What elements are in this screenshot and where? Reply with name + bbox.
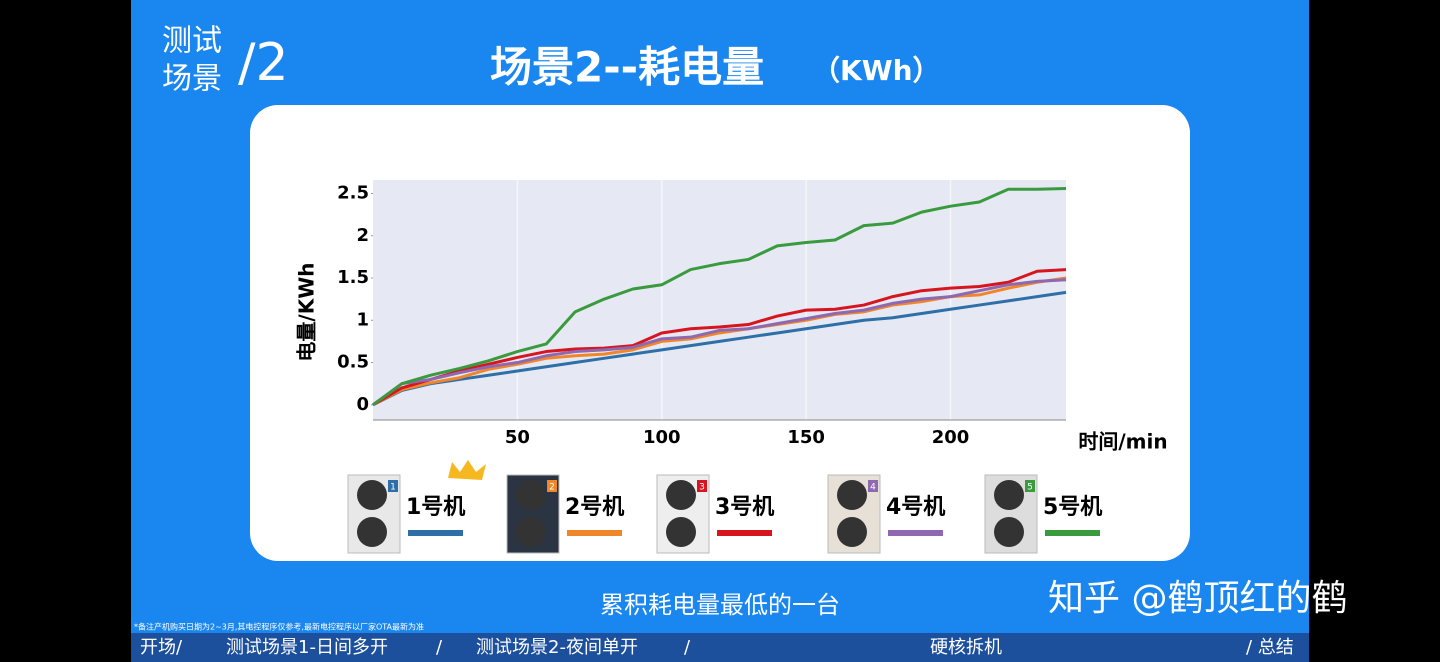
nav-item: / [684, 637, 691, 658]
footnote: *备注产机购买日期为2~3月,其电控程序仅参考,最新电控程序以厂家OTA最新为准 [134, 622, 424, 632]
legend-label: 4号机 [886, 495, 945, 520]
nav-item: 硬核拆机 [930, 637, 1002, 658]
legend-label: 2号机 [565, 495, 624, 520]
nav-bar [131, 633, 1309, 662]
y-tick-label: 1 [356, 309, 369, 330]
legend-label: 3号机 [715, 495, 774, 520]
x-tick-label: 150 [787, 427, 825, 448]
chart-unit: （KWh） [812, 54, 941, 87]
series-line [372, 268, 1067, 407]
caption: 累积耗电量最低的一台 [600, 591, 840, 619]
unit-badge-box [388, 480, 398, 492]
unit-fan [994, 517, 1024, 547]
unit-badge: 3 [699, 483, 705, 493]
unit-fan [516, 517, 546, 547]
section-label: 场景 [162, 62, 222, 97]
crown-icon [448, 460, 486, 480]
section-number: /2 [238, 33, 289, 93]
nav-item: 开场/ [140, 637, 183, 658]
unit-fan [516, 480, 546, 510]
x-tick-label: 200 [932, 427, 970, 448]
unit-badge: 4 [870, 483, 876, 493]
unit-fan [837, 517, 867, 547]
nav-item: 测试场景1-日间多开 [226, 637, 388, 658]
y-axis-label: 电量/KWh [295, 262, 319, 361]
unit-fan [666, 517, 696, 547]
unit-badge: 2 [549, 483, 555, 493]
unit-badge-box [547, 480, 557, 492]
nav-item: / 总结 [1246, 637, 1294, 658]
x-tick-label: 100 [643, 427, 681, 448]
y-tick-label: 2.5 [337, 183, 369, 204]
plot-area [373, 180, 1066, 420]
y-tick-label: 2 [356, 225, 369, 246]
unit-badge-box [868, 480, 878, 492]
x-axis-label: 时间/min [1078, 430, 1167, 454]
legend-label: 1号机 [406, 495, 465, 520]
section-label: 测试 [162, 24, 222, 59]
x-tick-label: 50 [505, 427, 530, 448]
unit-badge: 5 [1027, 483, 1033, 493]
unit-badge-box [697, 480, 707, 492]
unit-fan [994, 480, 1024, 510]
watermark: 知乎 @鹤顶红的鹤 [1048, 578, 1347, 619]
unit-fan [357, 480, 387, 510]
legend-label: 5号机 [1043, 495, 1102, 520]
series-line [372, 278, 1067, 406]
unit-fan [837, 480, 867, 510]
unit-badge-box [1025, 480, 1035, 492]
nav-item: 测试场景2-夜间单开 [476, 637, 638, 658]
unit-fan [666, 480, 696, 510]
series-line [372, 290, 1067, 407]
y-tick-label: 0 [356, 394, 369, 415]
unit-fan [357, 517, 387, 547]
series-line [372, 186, 1067, 406]
nav-item: / [436, 637, 443, 658]
chart-title: 场景2--耗电量 [490, 43, 764, 92]
unit-badge: 1 [390, 483, 396, 493]
y-tick-label: 1.5 [337, 267, 369, 288]
y-tick-label: 0.5 [337, 352, 369, 373]
